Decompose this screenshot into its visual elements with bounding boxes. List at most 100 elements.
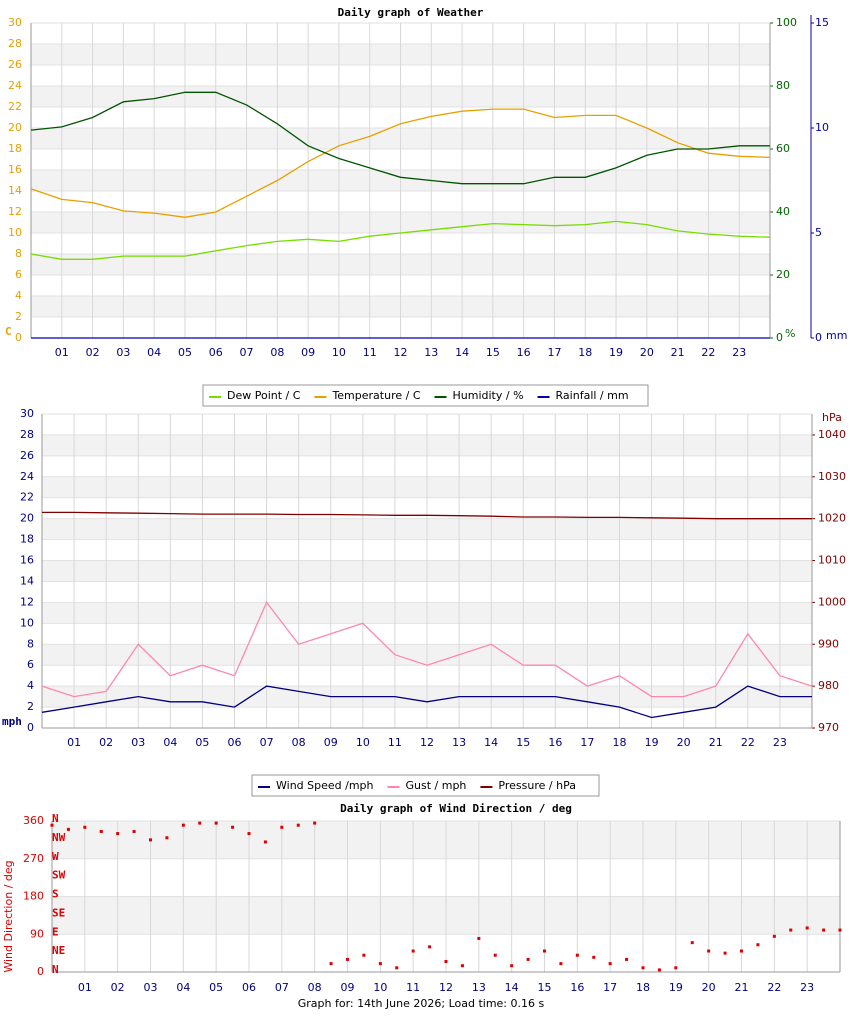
y3-tick-label: 0 bbox=[815, 331, 822, 344]
x-tick-label: 10 bbox=[356, 736, 370, 749]
y-tick-label: 28 bbox=[8, 37, 22, 50]
y-tick-label: 24 bbox=[8, 79, 22, 92]
point bbox=[149, 838, 152, 842]
point bbox=[543, 949, 546, 953]
y3-axis-label: mm bbox=[826, 329, 847, 342]
x-tick-label: 21 bbox=[735, 981, 749, 994]
point bbox=[428, 945, 432, 949]
y-tick-label: 2 bbox=[27, 700, 34, 713]
x-tick-label: 18 bbox=[613, 736, 627, 749]
series-line bbox=[41, 685, 812, 719]
point bbox=[296, 823, 300, 827]
compass-label: NE bbox=[52, 944, 65, 957]
y-tick-label: 4 bbox=[15, 289, 22, 302]
point bbox=[214, 821, 218, 825]
point bbox=[378, 962, 382, 966]
y3-tick-label: 10 bbox=[815, 121, 829, 134]
y2-tick-label: 60 bbox=[776, 142, 790, 155]
point bbox=[838, 928, 842, 932]
y2-tick-label: 1010 bbox=[818, 554, 846, 567]
x-tick-label: 05 bbox=[195, 736, 209, 749]
point bbox=[181, 823, 185, 827]
point bbox=[772, 934, 776, 938]
x-tick-label: 08 bbox=[292, 736, 306, 749]
point bbox=[674, 966, 678, 970]
y-tick-label: 270 bbox=[23, 852, 44, 865]
y-tick-label: 0 bbox=[15, 331, 22, 344]
y-tick-label: 360 bbox=[23, 814, 44, 827]
x-tick-label: 14 bbox=[505, 981, 519, 994]
x-tick-label: 15 bbox=[538, 981, 552, 994]
y-tick-label: 6 bbox=[27, 658, 34, 671]
x-tick-label: 08 bbox=[270, 346, 284, 359]
compass-label: S bbox=[52, 888, 59, 901]
compass-label: N bbox=[52, 963, 59, 976]
y-tick-label: 0 bbox=[27, 721, 34, 734]
x-tick-label: 16 bbox=[517, 346, 531, 359]
point bbox=[707, 949, 711, 953]
y-tick-label: 14 bbox=[8, 184, 22, 197]
point bbox=[575, 953, 579, 957]
x-tick-label: 07 bbox=[260, 736, 274, 749]
point bbox=[132, 829, 136, 833]
x-tick-label: 18 bbox=[636, 981, 650, 994]
y2-tick-label: 990 bbox=[818, 637, 839, 650]
y-tick-label: 12 bbox=[20, 595, 34, 608]
chart-title: Daily graph of Weather bbox=[338, 6, 484, 19]
y-tick-label: 4 bbox=[27, 679, 34, 692]
x-tick-label: 19 bbox=[669, 981, 683, 994]
y-tick-label: 22 bbox=[20, 491, 34, 504]
x-tick-label: 11 bbox=[388, 736, 402, 749]
legend-label: Pressure / hPa bbox=[498, 779, 576, 792]
x-tick-label: 20 bbox=[702, 981, 716, 994]
y-tick-label: 30 bbox=[20, 407, 34, 420]
point bbox=[231, 825, 235, 829]
point bbox=[789, 928, 793, 932]
point bbox=[740, 949, 743, 953]
x-tick-label: 15 bbox=[516, 736, 530, 749]
legend: Wind Speed /mph Gust / mph Pressure / hPa bbox=[251, 774, 600, 797]
y-tick-label: 16 bbox=[8, 163, 22, 176]
x-tick-label: 03 bbox=[131, 736, 145, 749]
point bbox=[50, 823, 54, 827]
x-tick-label: 04 bbox=[147, 346, 161, 359]
y-tick-label: 20 bbox=[20, 512, 34, 525]
y-tick-label: 180 bbox=[23, 890, 44, 903]
point bbox=[526, 957, 530, 961]
x-tick-label: 08 bbox=[308, 981, 322, 994]
x-tick-label: 03 bbox=[116, 346, 130, 359]
x-tick-label: 23 bbox=[773, 736, 787, 749]
y2-tick-label: 1030 bbox=[818, 470, 846, 483]
compass-label: NW bbox=[52, 831, 66, 844]
x-tick-label: 22 bbox=[701, 346, 715, 359]
point bbox=[822, 928, 826, 932]
y2-tick-label: 980 bbox=[818, 679, 839, 692]
x-tick-label: 01 bbox=[55, 346, 69, 359]
y2-axis-label: hPa bbox=[822, 411, 842, 424]
point bbox=[346, 957, 349, 961]
legend-box bbox=[202, 384, 649, 407]
x-tick-label: 03 bbox=[144, 981, 158, 994]
series-line bbox=[30, 91, 770, 185]
x-tick-label: 04 bbox=[176, 981, 190, 994]
point bbox=[444, 960, 448, 964]
y-tick-label: 26 bbox=[8, 58, 22, 71]
legend-label: Humidity / % bbox=[453, 389, 524, 402]
x-tick-label: 09 bbox=[324, 736, 338, 749]
point bbox=[116, 832, 120, 836]
point bbox=[460, 964, 464, 968]
series-line bbox=[30, 108, 771, 218]
y-tick-label: 30 bbox=[8, 16, 22, 29]
compass-label: SW bbox=[52, 869, 66, 882]
x-tick-label: 05 bbox=[209, 981, 223, 994]
point bbox=[395, 966, 399, 970]
point bbox=[559, 962, 563, 966]
y2-tick-label: 40 bbox=[776, 205, 790, 218]
x-tick-label: 06 bbox=[242, 981, 256, 994]
y2-tick-label: 100 bbox=[776, 16, 797, 29]
series-line bbox=[41, 601, 813, 698]
y-tick-label: 26 bbox=[20, 449, 34, 462]
x-tick-label: 12 bbox=[394, 346, 408, 359]
x-tick-label: 16 bbox=[570, 981, 584, 994]
x-tick-label: 13 bbox=[424, 346, 438, 359]
